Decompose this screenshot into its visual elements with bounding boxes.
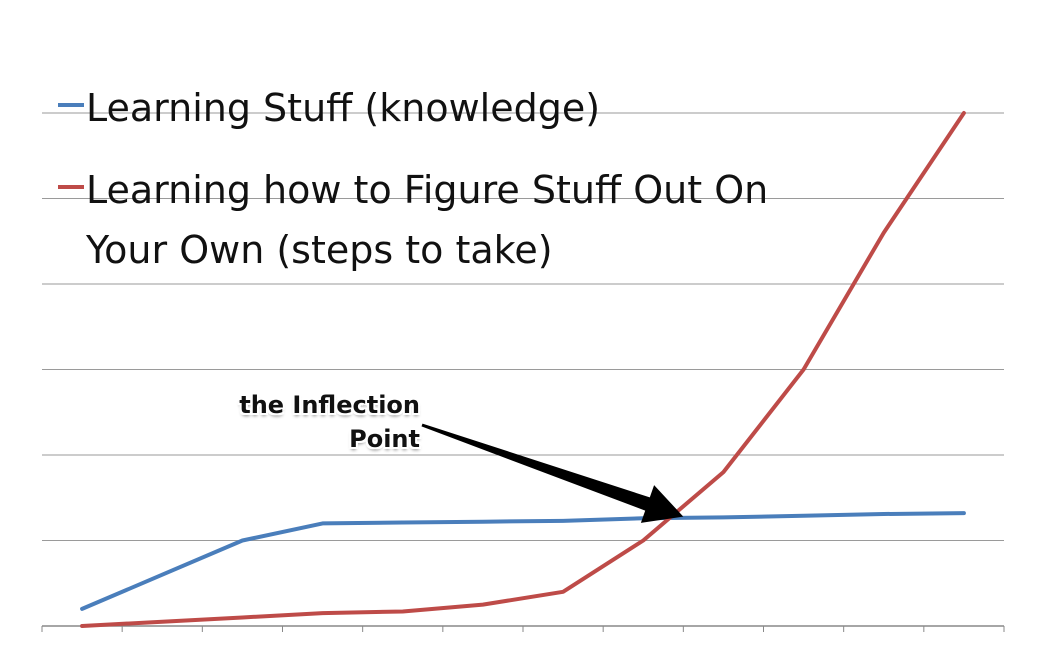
legend-label-knowledge: Learning Stuff (knowledge) xyxy=(86,86,601,130)
legend-label-figure-out: Learning how to Figure Stuff Out On Your… xyxy=(86,168,769,272)
series-lines xyxy=(80,111,966,628)
legend-item-knowledge: Learning Stuff (knowledge) xyxy=(58,78,838,138)
legend-swatch-figure-out xyxy=(58,185,84,189)
inflection-arrow xyxy=(421,423,684,523)
legend: Learning Stuff (knowledge) Learning how … xyxy=(58,78,838,302)
legend-item-figure-out: Learning how to Figure Stuff Out On Your… xyxy=(58,160,838,280)
inflection-point-annotation: the Inflection Point xyxy=(239,391,420,453)
annotation-arrow xyxy=(421,423,684,523)
series-line-knowledge xyxy=(80,511,966,611)
legend-swatch-knowledge xyxy=(58,103,84,107)
series-line-figure-out xyxy=(80,111,966,628)
x-axis xyxy=(41,626,1005,632)
